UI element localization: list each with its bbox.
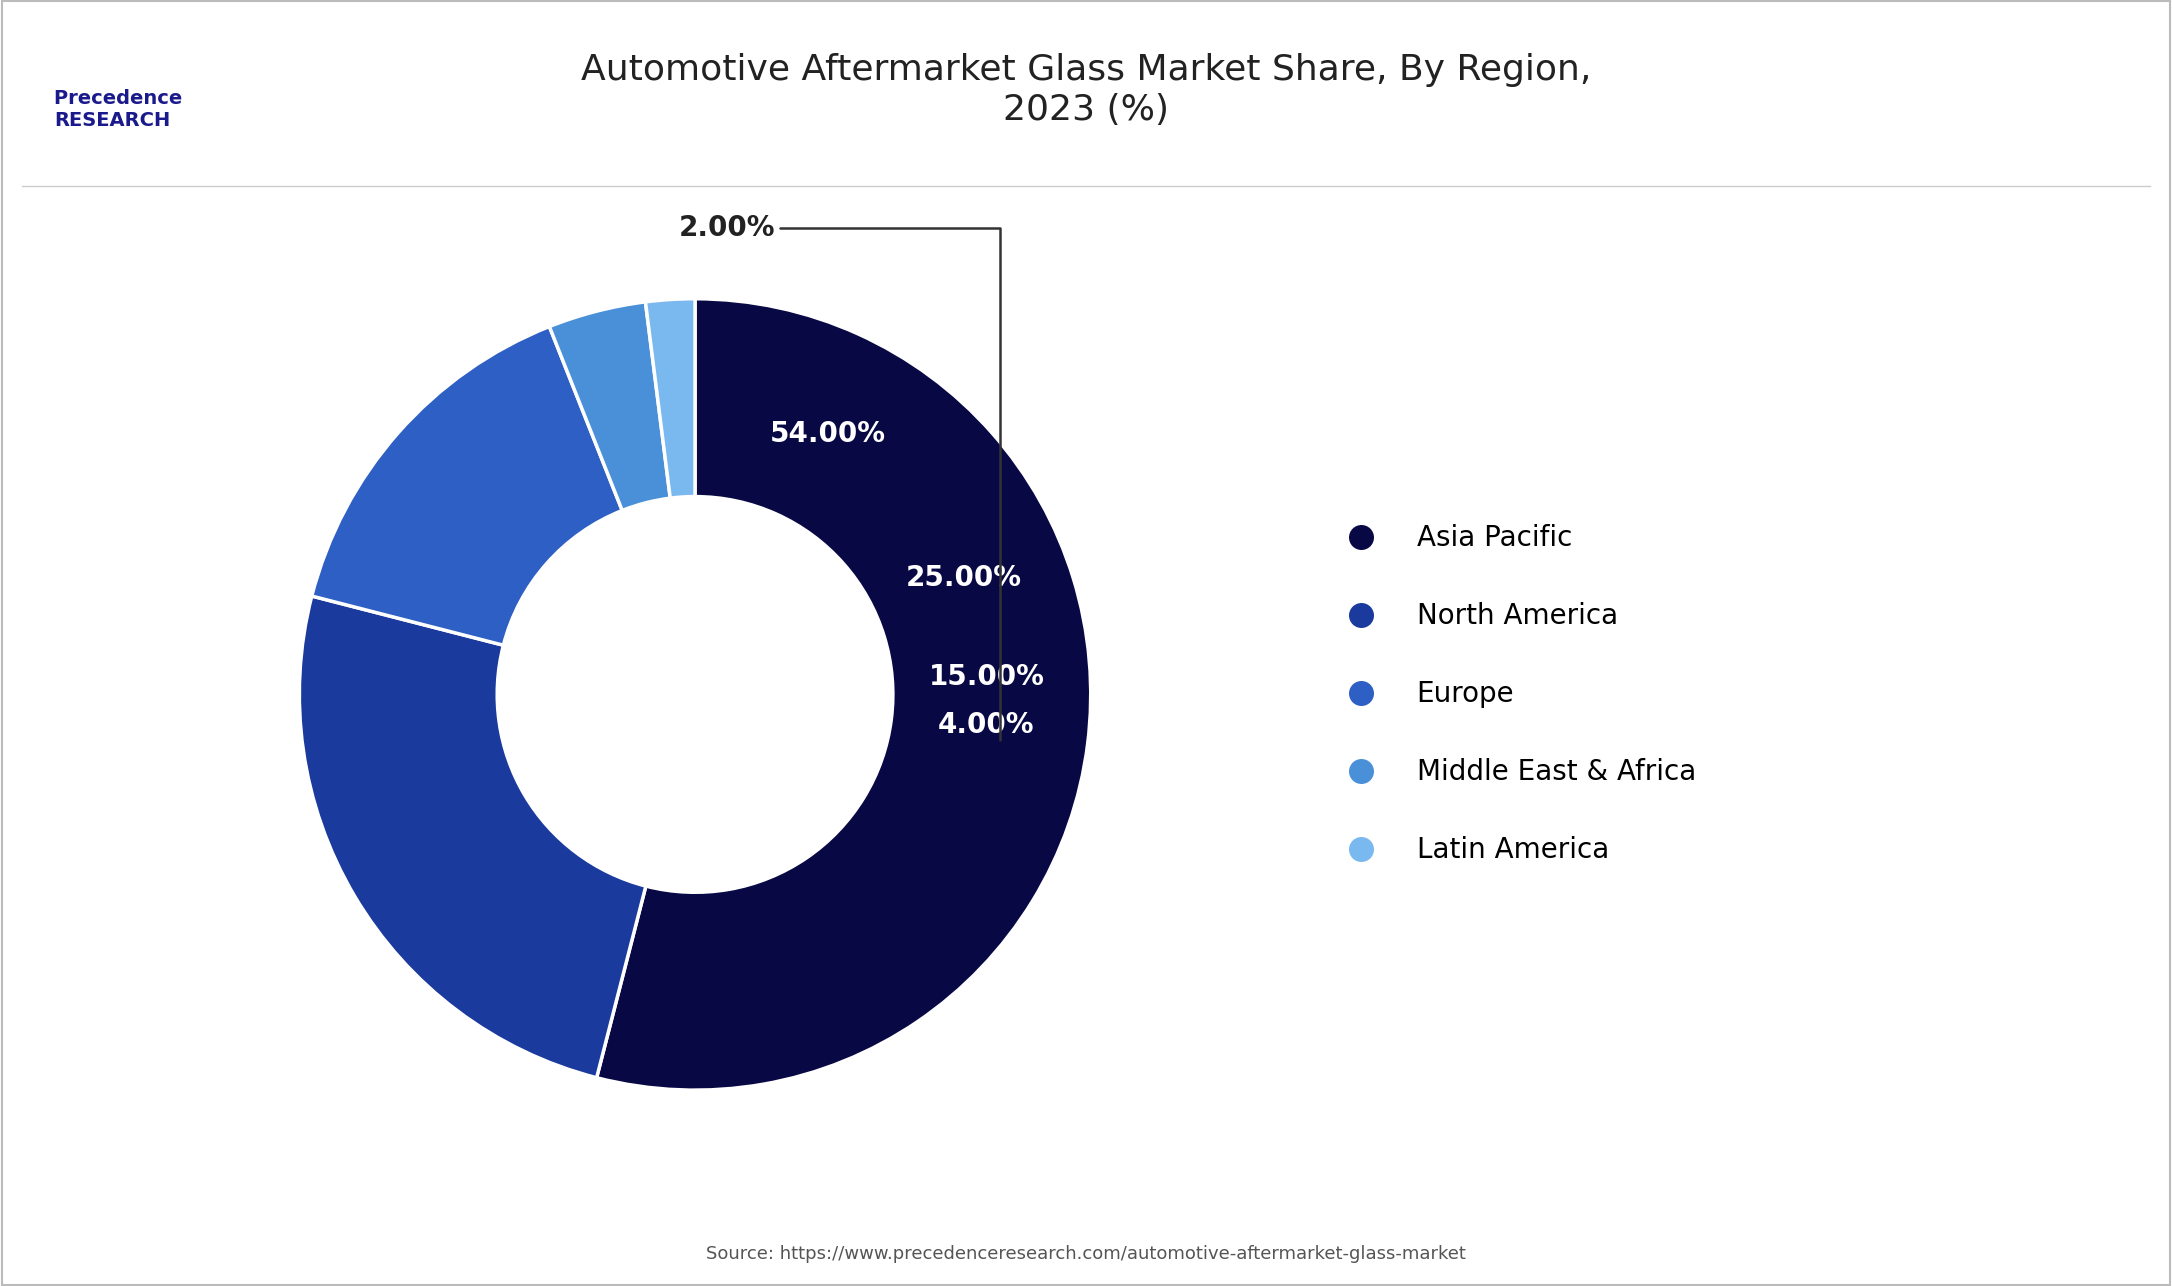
Text: Automotive Aftermarket Glass Market Share, By Region,
2023 (%): Automotive Aftermarket Glass Market Shar… [580,53,1592,127]
Wedge shape [597,298,1090,1091]
Text: P​recedence
RESEARCH: P​recedence RESEARCH [54,89,182,130]
Text: 2.00%: 2.00% [678,213,999,739]
Wedge shape [300,595,645,1078]
Wedge shape [550,302,671,511]
Text: 25.00%: 25.00% [906,563,1021,592]
Wedge shape [645,298,695,498]
Text: 15.00%: 15.00% [930,662,1045,691]
Text: 4.00%: 4.00% [938,711,1034,739]
Legend: Asia Pacific, North America, Europe, Middle East & Africa, Latin America: Asia Pacific, North America, Europe, Mid… [1305,496,1725,892]
Wedge shape [313,327,621,646]
Text: 54.00%: 54.00% [771,419,886,448]
Text: Source: https://www.precedenceresearch.com/automotive-aftermarket-glass-market: Source: https://www.precedenceresearch.c… [706,1245,1466,1263]
